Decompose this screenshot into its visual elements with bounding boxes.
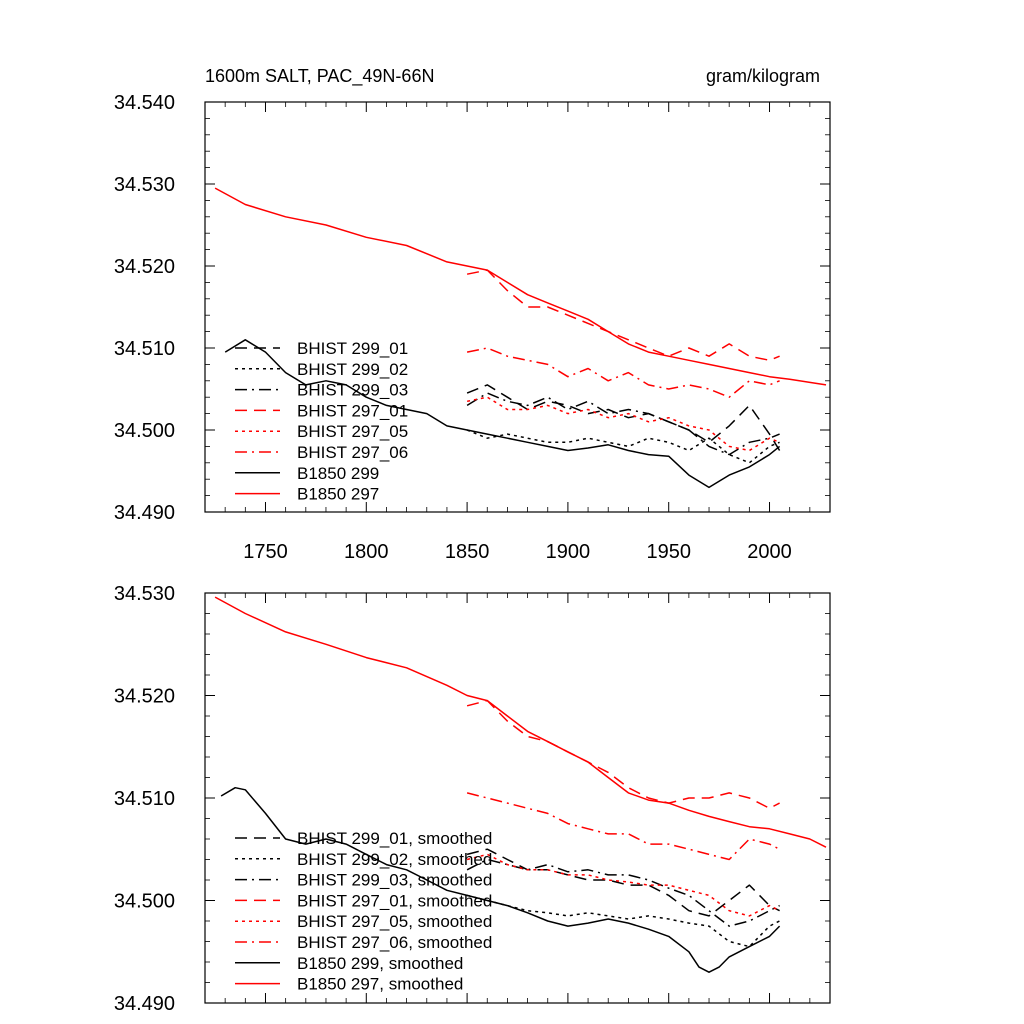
y-tick-label: 34.520 bbox=[114, 686, 175, 708]
y-tick-label: 34.500 bbox=[114, 891, 175, 913]
series-line bbox=[224, 339, 781, 489]
legend-label: BHIST 297_05 bbox=[297, 422, 408, 441]
series-line bbox=[466, 392, 780, 456]
series-line bbox=[466, 396, 780, 452]
legend-label: BHIST 297_06, smoothed bbox=[297, 933, 492, 952]
y-tick-label: 34.490 bbox=[114, 993, 175, 1015]
series-line bbox=[466, 347, 780, 398]
series-line bbox=[466, 384, 781, 451]
legend-label: B1850 297, smoothed bbox=[297, 975, 463, 994]
y-tick-label: 34.510 bbox=[114, 788, 175, 810]
legend-label: BHIST 297_01 bbox=[297, 401, 408, 420]
y-tick-label: 34.520 bbox=[114, 256, 175, 278]
series-line bbox=[466, 269, 780, 362]
legend-label: B1850 299, smoothed bbox=[297, 954, 463, 973]
chart-title-left: 1600m SALT, PAC_49N-66N bbox=[205, 66, 434, 87]
series-line bbox=[466, 894, 780, 948]
series-line bbox=[214, 596, 827, 848]
legend-label: BHIST 299_03 bbox=[297, 381, 408, 400]
x-tick-label: 1800 bbox=[344, 541, 389, 563]
chart-title-right: gram/kilogram bbox=[706, 66, 820, 86]
legend-label: BHIST 297_06 bbox=[297, 443, 408, 462]
y-tick-label: 34.500 bbox=[114, 420, 175, 442]
legend-label: BHIST 297_01, smoothed bbox=[297, 891, 492, 910]
legend-label: BHIST 299_02, smoothed bbox=[297, 850, 492, 869]
x-tick-label: 1850 bbox=[445, 541, 490, 563]
legend-label: B1850 297 bbox=[297, 485, 379, 504]
series-line bbox=[466, 853, 780, 917]
series-line bbox=[466, 429, 780, 464]
y-tick-label: 34.510 bbox=[114, 338, 175, 360]
series-line bbox=[466, 792, 780, 861]
series-line bbox=[466, 848, 780, 917]
legend-label: BHIST 299_02 bbox=[297, 360, 408, 379]
y-tick-label: 34.540 bbox=[114, 92, 175, 114]
plot-frame bbox=[204, 101, 831, 513]
legend-label: BHIST 297_05, smoothed bbox=[297, 912, 492, 931]
series-line bbox=[466, 858, 780, 927]
legend-label: BHIST 299_01 bbox=[297, 339, 408, 358]
y-tick-label: 34.490 bbox=[114, 502, 175, 524]
x-tick-label: 1900 bbox=[546, 541, 591, 563]
legend-label: B1850 299 bbox=[297, 464, 379, 483]
y-tick-label: 34.530 bbox=[114, 583, 175, 605]
legend-label: BHIST 299_03, smoothed bbox=[297, 871, 492, 890]
series-line bbox=[220, 786, 781, 973]
series-line bbox=[466, 699, 780, 810]
series-line bbox=[214, 187, 827, 386]
x-tick-label: 2000 bbox=[747, 541, 792, 563]
legend-label: BHIST 299_01, smoothed bbox=[297, 829, 492, 848]
x-tick-label: 1950 bbox=[646, 541, 691, 563]
y-tick-label: 34.530 bbox=[114, 174, 175, 196]
x-tick-label: 1750 bbox=[243, 541, 288, 563]
